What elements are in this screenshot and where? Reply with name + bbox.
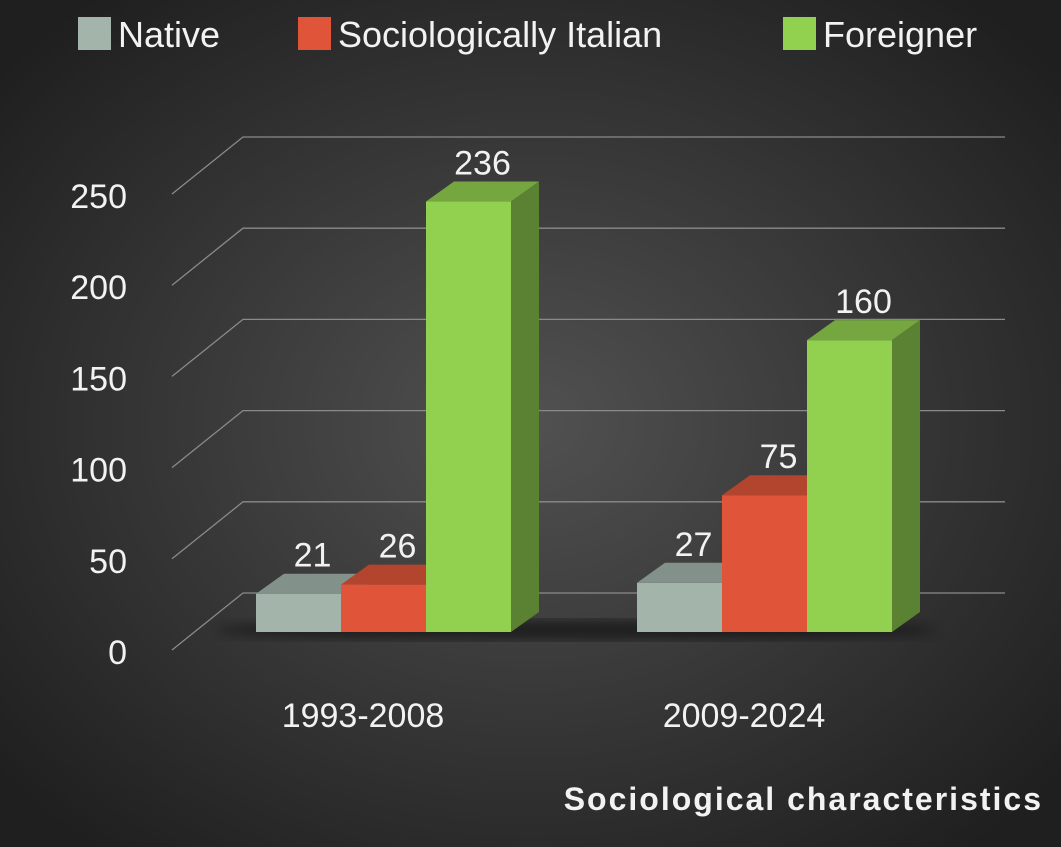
bar: [256, 593, 341, 632]
y-tick-label: 150: [70, 360, 127, 398]
grid-line: [171, 227, 1005, 286]
value-label: 160: [835, 283, 892, 321]
y-tick-label: 50: [89, 543, 127, 581]
legend: Native Sociologically Italian Foreigner: [78, 14, 977, 55]
x-tick-label: 1993-2008: [282, 697, 445, 735]
value-label: 75: [760, 438, 798, 476]
bar: [426, 201, 511, 632]
bars: 1993-2008 21 26 236 2009-2024 27 75 160: [215, 145, 935, 735]
bar: [637, 582, 722, 632]
y-tick-label: 100: [70, 452, 127, 490]
bar-top: [256, 573, 369, 594]
bar-top: [341, 564, 454, 585]
y-tick-label: 200: [70, 269, 127, 307]
x-tick-label: 2009-2024: [663, 697, 826, 735]
bar: [722, 495, 807, 632]
grid-line: [171, 318, 1005, 377]
x-axis-title: Sociological characteristics: [564, 781, 1043, 817]
y-tick-label: 250: [70, 178, 127, 216]
bar-top: [426, 181, 539, 202]
grid-line: [171, 409, 1005, 469]
value-label: 236: [454, 145, 511, 183]
bar-side: [892, 320, 920, 632]
bar: [341, 584, 426, 632]
bar: [807, 340, 892, 632]
bar-top: [807, 320, 920, 341]
bar-top: [722, 475, 835, 496]
legend-label: Foreigner: [823, 14, 977, 55]
value-label: 27: [675, 526, 713, 564]
y-tick-label: 0: [108, 634, 127, 672]
legend-swatch: [78, 17, 111, 50]
value-label: 26: [379, 528, 417, 566]
legend-swatch: [783, 17, 816, 50]
legend-label: Native: [118, 14, 220, 55]
legend-label: Sociologically Italian: [338, 14, 662, 55]
grid-line: [171, 136, 1005, 195]
bar-side: [511, 181, 539, 632]
legend-swatch: [298, 17, 331, 50]
bar-top: [637, 562, 750, 583]
value-label: 21: [294, 537, 332, 575]
grid: 0 50 100 150 200 250: [70, 136, 1005, 672]
